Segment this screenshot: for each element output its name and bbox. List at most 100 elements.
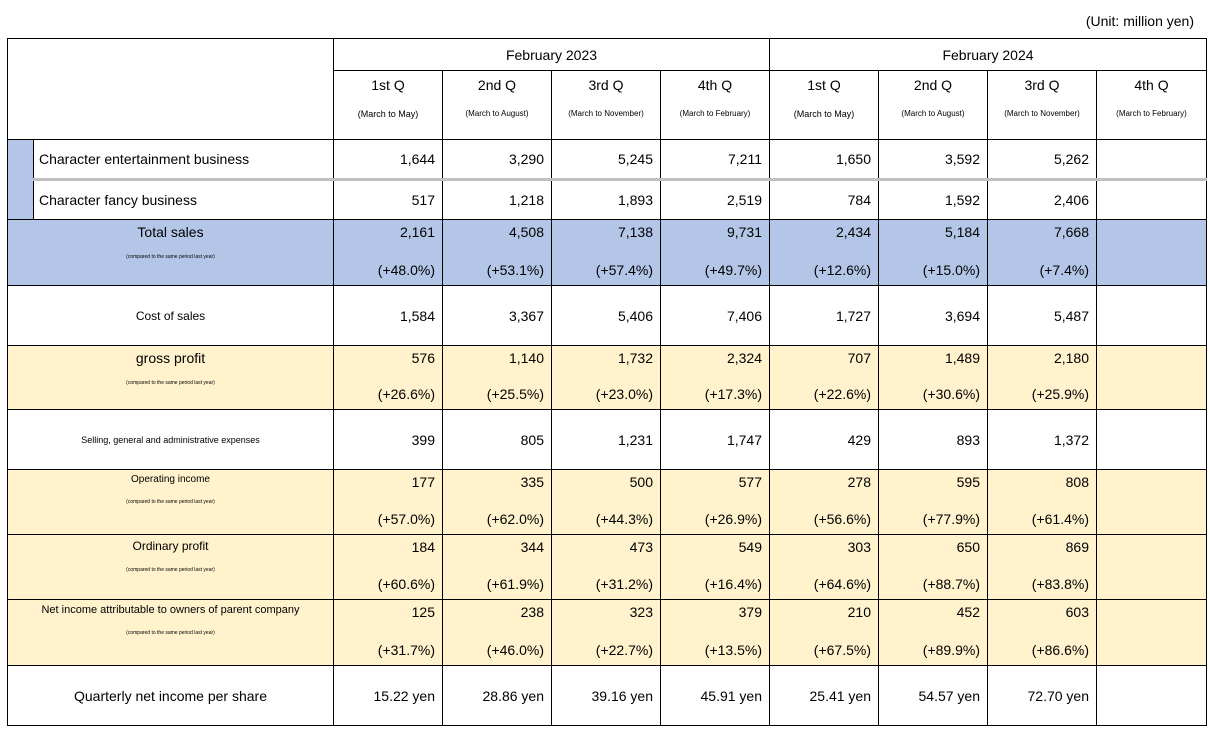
- quarter-name: 4th Q: [697, 77, 733, 93]
- quarter-range: (March to May): [357, 109, 419, 119]
- row-ord-profit: Ordinary profit (compared to the same per…: [7, 534, 1207, 600]
- value-cell: [1096, 534, 1207, 600]
- row-label-text: Character fancy business: [39, 192, 197, 208]
- quarter-header: 4th Q (March to February): [660, 70, 770, 140]
- value-cell: 2,434 (+12.6%): [769, 219, 879, 286]
- value: 784: [847, 192, 871, 208]
- value-cell: 784: [769, 179, 879, 220]
- yoy-percent: (+44.3%): [595, 511, 653, 527]
- value-cell: 808 (+61.4%): [987, 469, 1097, 535]
- value: 5,406: [617, 307, 653, 324]
- yoy-percent: (+31.7%): [377, 642, 435, 658]
- quarter-header: 2nd Q (March to August): [878, 70, 988, 140]
- value: 4,508: [508, 224, 544, 240]
- yoy-percent: (+16.4%): [704, 576, 762, 592]
- value: 15.22 yen: [373, 687, 436, 704]
- value-cell: 1,732 (+23.0%): [551, 345, 661, 410]
- value: 335: [520, 474, 544, 490]
- value-cell: 54.57 yen: [878, 665, 988, 726]
- value: 576: [411, 350, 435, 366]
- yoy-percent: (+13.5%): [704, 642, 762, 658]
- value-cell: [1096, 139, 1207, 181]
- row-label: Operating income (compared to the same pe…: [7, 469, 334, 535]
- value: 1,732: [617, 350, 653, 366]
- value-cell: 303 (+64.6%): [769, 534, 879, 600]
- row-label-text: Selling, general and administrative expe…: [81, 434, 260, 445]
- row-total-sales: Total sales (compared to the same period …: [7, 219, 1207, 286]
- quarter-range: (March to February): [1116, 109, 1187, 118]
- value-cell: 805: [442, 409, 552, 470]
- yoy-percent: (+60.6%): [377, 576, 435, 592]
- row-label-text: Ordinary profit: [132, 539, 209, 553]
- value: 7,406: [726, 307, 762, 324]
- row-label-text: Total sales: [137, 224, 204, 240]
- value: 603: [1065, 604, 1089, 620]
- row-gross-profit: gross profit (compared to the same period…: [7, 345, 1207, 410]
- header-blank: [7, 38, 334, 140]
- value: 1,747: [726, 431, 762, 448]
- value-cell: 1,489 (+30.6%): [878, 345, 988, 410]
- value-cell: 379 (+13.5%): [660, 599, 770, 666]
- value-cell: 2,324 (+17.3%): [660, 345, 770, 410]
- value-cell: [1096, 285, 1207, 346]
- quarter-range: (March to November): [1004, 109, 1080, 118]
- value-cell: 9,731 (+49.7%): [660, 219, 770, 286]
- row-label: Cost of sales: [7, 285, 334, 346]
- value: 595: [956, 474, 980, 490]
- value: 2,519: [726, 192, 762, 208]
- value-cell: 707 (+22.6%): [769, 345, 879, 410]
- value-cell: 25.41 yen: [769, 665, 879, 726]
- value-cell: 4,508 (+53.1%): [442, 219, 552, 286]
- row-label: gross profit (compared to the same period…: [7, 345, 334, 410]
- value-cell: 278 (+56.6%): [769, 469, 879, 535]
- value: 1,650: [835, 151, 871, 167]
- value: 549: [738, 539, 762, 555]
- yoy-percent: (+53.1%): [486, 262, 544, 278]
- value: 517: [411, 192, 435, 208]
- value: 893: [956, 431, 980, 448]
- value: 577: [738, 474, 762, 490]
- value: 7,211: [728, 151, 762, 167]
- row-label-text: gross profit: [135, 350, 206, 366]
- value-cell: [1096, 179, 1207, 220]
- row-char-fancy: Character fancy business 517 1,218 1,893 2,5…: [7, 179, 1207, 220]
- yoy-percent: [1098, 278, 1200, 284]
- value-cell: 1,644: [333, 139, 443, 181]
- segment-indent: [7, 179, 34, 220]
- value: 303: [847, 539, 871, 555]
- yoy-percent: (+25.5%): [486, 386, 544, 402]
- value-cell: 210 (+67.5%): [769, 599, 879, 666]
- value-cell: 3,592: [878, 139, 988, 181]
- value-cell: 399: [333, 409, 443, 470]
- value: 2,324: [726, 350, 762, 366]
- value-cell: 39.16 yen: [551, 665, 661, 726]
- value-cell: [1096, 219, 1207, 286]
- value: 5,245: [617, 151, 653, 167]
- value: 25.41 yen: [809, 687, 872, 704]
- row-label: Character entertainment business: [33, 139, 334, 181]
- value-cell: 177 (+57.0%): [333, 469, 443, 535]
- yoy-percent: (+22.7%): [595, 642, 653, 658]
- quarter-range: (March to May): [793, 109, 855, 119]
- value-cell: 595 (+77.9%): [878, 469, 988, 535]
- yoy-percent: (+89.9%): [922, 642, 980, 658]
- value: 3,592: [944, 151, 980, 167]
- value-cell: 1,218: [442, 179, 552, 220]
- value: 399: [411, 431, 435, 448]
- value: 650: [956, 539, 980, 555]
- value: 1,592: [944, 192, 980, 208]
- value-cell: 45.91 yen: [660, 665, 770, 726]
- value-cell: 577 (+26.9%): [660, 469, 770, 535]
- value-cell: 3,367: [442, 285, 552, 346]
- value-cell: 549 (+16.4%): [660, 534, 770, 600]
- value-cell: 2,161 (+48.0%): [333, 219, 443, 286]
- value: 72.70 yen: [1027, 687, 1090, 704]
- value: 210: [847, 604, 871, 620]
- unit-note: (Unit: million yen): [1085, 13, 1194, 29]
- yoy-percent: (+49.7%): [704, 262, 762, 278]
- row-net-income: Net income attributable to owners of par…: [7, 599, 1207, 666]
- year-header-2023: February 2023: [333, 38, 770, 71]
- value-cell: 2,519: [660, 179, 770, 220]
- row-sga: Selling, general and administrative expe…: [7, 409, 1207, 470]
- row-label: Selling, general and administrative expe…: [7, 409, 334, 470]
